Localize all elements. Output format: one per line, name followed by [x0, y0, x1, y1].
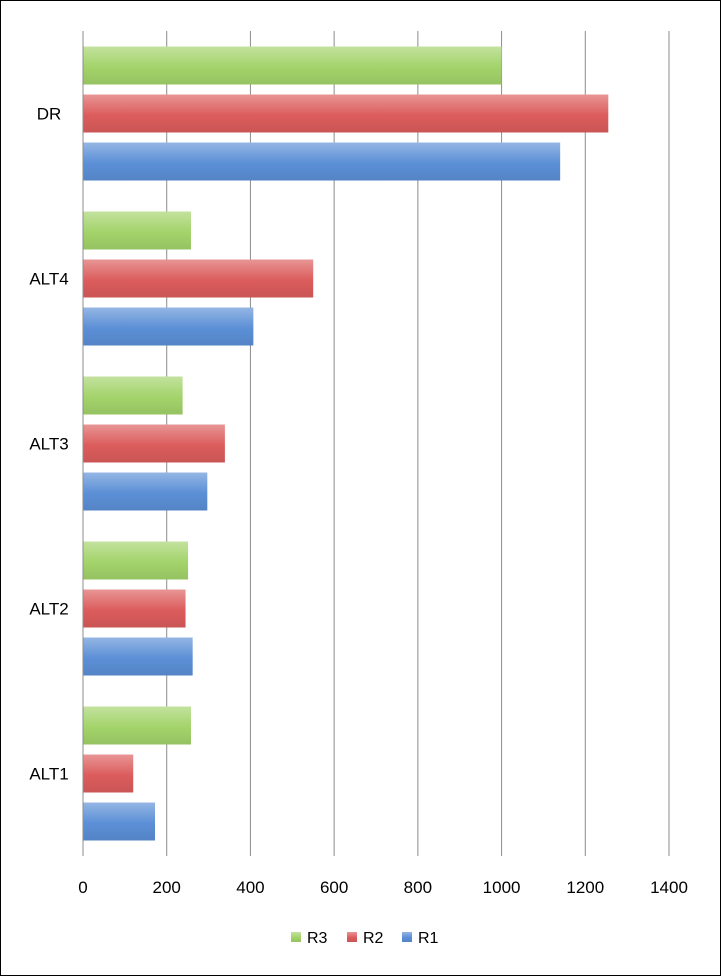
x-tick-label: 1000	[483, 878, 521, 897]
legend-label-r1: R1	[418, 930, 439, 947]
legend-swatch-r3	[291, 932, 301, 942]
x-tick-label: 1400	[650, 878, 688, 897]
bar-dr-r3	[83, 46, 502, 85]
bar-alt2-r1	[83, 637, 193, 676]
x-tick-label: 800	[404, 878, 432, 897]
legend-label-r3: R3	[307, 930, 328, 947]
bar-alt3-r2	[83, 424, 225, 463]
legend-swatch-r2	[347, 932, 357, 942]
category-labels: ALT1 ALT2 ALT3 ALT4 DR	[29, 105, 68, 784]
category-label: ALT4	[29, 270, 68, 289]
bar-dr-r1	[83, 142, 561, 181]
bar-alt4-r2	[83, 259, 314, 298]
x-tick-label: 0	[78, 878, 87, 897]
x-tick-label: 200	[153, 878, 181, 897]
legend-label-r2: R2	[363, 930, 384, 947]
bar-alt2-r3	[83, 541, 189, 580]
x-tick-label: 400	[236, 878, 264, 897]
bar-alt3-r3	[83, 376, 183, 415]
x-axis-ticks: 0 200 400 600 800 1000 1200 1400	[78, 878, 688, 897]
bar-alt4-r3	[83, 211, 191, 250]
x-tick-label: 600	[320, 878, 348, 897]
x-tick-label: 1200	[566, 878, 604, 897]
category-label: ALT2	[29, 600, 68, 619]
category-label: DR	[37, 105, 62, 124]
bar-dr-r2	[83, 94, 609, 133]
bar-alt1-r1	[83, 802, 155, 841]
legend-swatch-r1	[402, 932, 412, 942]
legend: R3 R2 R1	[291, 930, 439, 947]
bar-alt4-r1	[83, 307, 254, 346]
bar-alt1-r2	[83, 754, 134, 793]
bar-alt3-r1	[83, 472, 208, 511]
bars	[83, 46, 609, 841]
category-label: ALT3	[29, 435, 68, 454]
bar-alt1-r3	[83, 706, 191, 745]
bar-alt2-r2	[83, 589, 186, 628]
category-label: ALT1	[29, 765, 68, 784]
